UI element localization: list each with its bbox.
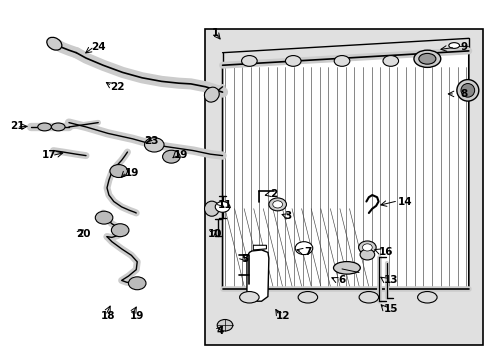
Circle shape bbox=[362, 244, 371, 251]
Text: 15: 15 bbox=[383, 304, 397, 314]
Circle shape bbox=[268, 198, 286, 211]
Ellipse shape bbox=[456, 80, 478, 101]
Circle shape bbox=[272, 201, 282, 208]
Ellipse shape bbox=[417, 292, 436, 303]
Text: 19: 19 bbox=[125, 168, 139, 178]
Ellipse shape bbox=[298, 292, 317, 303]
Circle shape bbox=[295, 242, 312, 255]
Text: 24: 24 bbox=[91, 42, 105, 52]
Text: 18: 18 bbox=[101, 311, 115, 321]
Text: 7: 7 bbox=[304, 247, 311, 257]
Ellipse shape bbox=[419, 55, 434, 66]
Text: 8: 8 bbox=[459, 89, 467, 99]
Text: 19: 19 bbox=[174, 150, 188, 160]
Text: 6: 6 bbox=[338, 275, 345, 285]
Text: 10: 10 bbox=[207, 229, 222, 239]
Text: 22: 22 bbox=[110, 82, 125, 92]
Circle shape bbox=[128, 277, 146, 290]
Ellipse shape bbox=[38, 123, 51, 131]
Ellipse shape bbox=[47, 37, 61, 50]
Text: 2: 2 bbox=[269, 189, 277, 199]
Ellipse shape bbox=[418, 53, 435, 64]
Circle shape bbox=[162, 150, 180, 163]
Ellipse shape bbox=[239, 292, 259, 303]
Bar bbox=[205, 30, 483, 345]
Ellipse shape bbox=[413, 50, 440, 67]
Ellipse shape bbox=[358, 292, 378, 303]
Text: 12: 12 bbox=[276, 311, 290, 321]
Ellipse shape bbox=[460, 84, 474, 97]
Ellipse shape bbox=[204, 201, 219, 216]
Text: 4: 4 bbox=[216, 325, 224, 336]
Circle shape bbox=[95, 211, 113, 224]
Circle shape bbox=[358, 241, 375, 254]
Circle shape bbox=[144, 138, 163, 152]
Ellipse shape bbox=[382, 55, 398, 66]
Polygon shape bbox=[253, 245, 266, 250]
Text: 16: 16 bbox=[378, 247, 392, 257]
Text: 1: 1 bbox=[211, 28, 219, 38]
Text: 13: 13 bbox=[383, 275, 397, 285]
Circle shape bbox=[110, 165, 127, 177]
Circle shape bbox=[111, 224, 129, 237]
Circle shape bbox=[359, 249, 374, 260]
Circle shape bbox=[215, 202, 229, 212]
Ellipse shape bbox=[241, 55, 257, 66]
Polygon shape bbox=[222, 51, 468, 289]
Text: 21: 21 bbox=[10, 121, 25, 131]
Text: 11: 11 bbox=[217, 200, 232, 210]
Text: 3: 3 bbox=[284, 211, 291, 221]
Ellipse shape bbox=[333, 55, 349, 66]
Text: 20: 20 bbox=[76, 229, 91, 239]
Text: 17: 17 bbox=[42, 150, 57, 160]
Polygon shape bbox=[246, 250, 268, 301]
Ellipse shape bbox=[333, 262, 360, 274]
Ellipse shape bbox=[285, 55, 301, 66]
Text: 5: 5 bbox=[241, 254, 247, 264]
Circle shape bbox=[217, 319, 232, 331]
Ellipse shape bbox=[204, 87, 219, 102]
Text: 19: 19 bbox=[130, 311, 144, 321]
Text: 23: 23 bbox=[144, 136, 159, 145]
Ellipse shape bbox=[448, 42, 459, 48]
Ellipse shape bbox=[51, 123, 65, 131]
Text: 14: 14 bbox=[397, 197, 412, 207]
Text: 9: 9 bbox=[459, 42, 467, 52]
